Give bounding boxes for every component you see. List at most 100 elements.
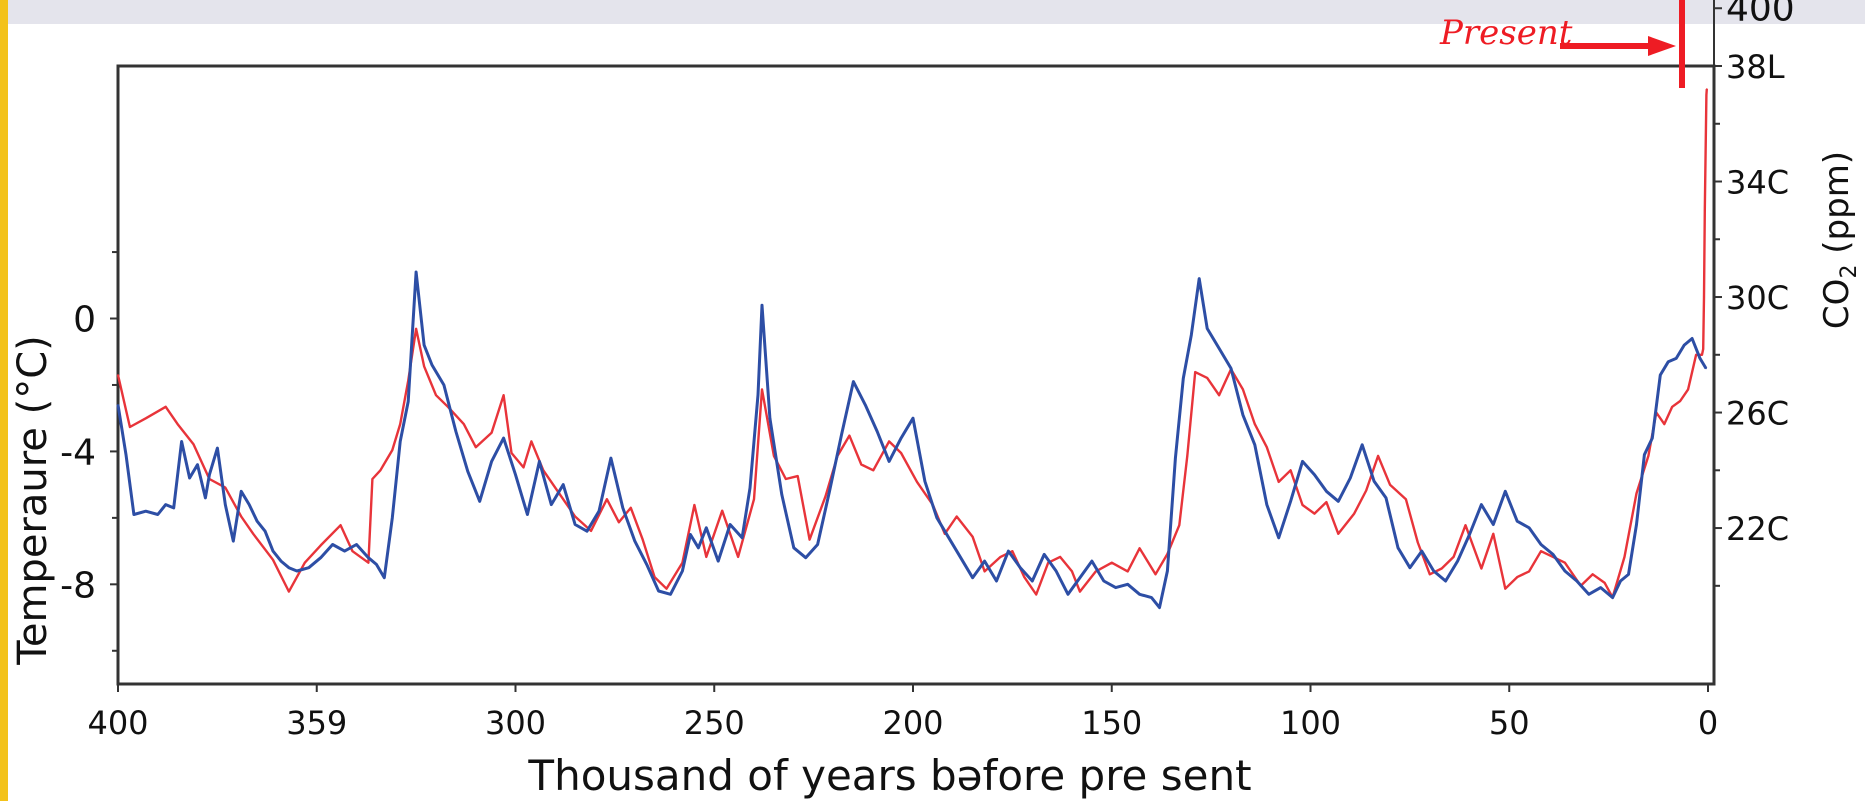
left-y-tick-label: -4 [60, 432, 96, 473]
data-point-co2 [1206, 377, 1209, 379]
data-point-co2 [530, 440, 533, 443]
data-point-temperature [319, 556, 322, 559]
x-tick-label: 50 [1489, 704, 1530, 742]
data-point-temperature [1325, 490, 1328, 493]
data-point-temperature [367, 556, 370, 559]
data-point-temperature [208, 473, 211, 476]
data-point-co2 [391, 449, 394, 451]
data-point-co2 [1079, 590, 1081, 593]
data-point-co2 [1635, 492, 1638, 495]
data-point-temperature [852, 380, 855, 383]
data-point-co2 [1389, 483, 1391, 486]
data-point-temperature [741, 536, 743, 539]
data-point-temperature [840, 433, 843, 436]
data-point-co2 [1464, 524, 1467, 527]
data-point-temperature [188, 477, 191, 479]
data-point-temperature [1361, 443, 1364, 446]
data-point-co2 [176, 423, 179, 425]
data-point-temperature [224, 503, 227, 506]
data-point-co2 [1138, 547, 1141, 550]
data-point-temperature [697, 546, 700, 549]
data-point-temperature [792, 546, 795, 549]
x-tick-label: 250 [684, 704, 745, 742]
data-point-temperature [550, 503, 553, 506]
top-band [0, 0, 1865, 24]
data-point-temperature [1166, 570, 1169, 572]
data-point-co2 [1337, 532, 1340, 535]
data-point-temperature [769, 417, 771, 420]
data-point-co2 [371, 478, 374, 480]
data-point-co2 [737, 556, 739, 558]
data-point-co2 [1416, 541, 1419, 544]
data-point-temperature [502, 437, 505, 439]
data-point-temperature [1055, 570, 1057, 572]
data-point-co2 [1623, 556, 1626, 558]
data-point-co2 [435, 394, 437, 397]
data-point-co2 [1705, 88, 1708, 90]
data-point-co2 [665, 587, 668, 590]
data-point-temperature [156, 513, 159, 516]
data-point-temperature [717, 560, 720, 562]
data-point-temperature [1373, 480, 1375, 483]
data-point-temperature [586, 530, 588, 533]
data-point-co2 [117, 374, 119, 376]
data-point-co2 [379, 469, 382, 472]
data-point-temperature [538, 460, 541, 463]
data-point-co2 [502, 394, 505, 397]
data-point-temperature [1150, 596, 1153, 599]
data-point-temperature [164, 503, 167, 506]
data-point-temperature [232, 540, 235, 542]
present-label: Present [1439, 13, 1573, 53]
data-point-temperature [1699, 357, 1701, 360]
data-point-co2 [1186, 455, 1189, 457]
data-point-co2 [1695, 353, 1697, 356]
data-point-temperature [936, 517, 938, 519]
data-point-co2 [1440, 567, 1443, 570]
data-point-temperature [705, 526, 708, 529]
data-point-temperature [1079, 576, 1081, 579]
data-point-temperature [1007, 550, 1010, 552]
data-point-co2 [1603, 582, 1606, 584]
data-point-temperature [864, 404, 867, 406]
left-y-tick-label: 0 [73, 300, 96, 341]
data-point-co2 [1591, 573, 1594, 576]
data-point-co2 [129, 426, 131, 428]
data-point-temperature [1705, 367, 1707, 370]
data-point-co2 [367, 561, 370, 564]
data-point-co2 [192, 443, 195, 446]
data-point-temperature [1504, 490, 1507, 493]
data-point-co2 [1218, 394, 1220, 397]
x-tick-label: 400 [87, 704, 148, 742]
data-point-temperature [391, 517, 394, 519]
data-point-temperature [1138, 593, 1141, 596]
data-point-temperature [1409, 566, 1411, 569]
data-point-co2 [1110, 561, 1113, 564]
data-point-temperature [1627, 573, 1630, 576]
data-point-co2 [1671, 405, 1674, 408]
data-point-temperature [1528, 526, 1530, 529]
data-point-co2 [1377, 455, 1379, 457]
data-point-temperature [248, 503, 251, 506]
x-axis-title: Thousand of years bəfore pre sent [527, 751, 1251, 800]
data-point-co2 [784, 478, 787, 480]
data-point-temperature [455, 430, 457, 433]
data-point-temperature [1635, 523, 1638, 526]
data-point-temperature [431, 364, 433, 366]
data-point-temperature [888, 460, 890, 463]
data-point-temperature [876, 430, 879, 433]
data-point-temperature [1675, 357, 1678, 360]
data-point-co2 [916, 481, 918, 483]
data-point-co2 [629, 506, 632, 509]
right-y-tick-label: 26С [1726, 395, 1789, 433]
data-point-co2 [1504, 587, 1507, 590]
data-point-temperature [1659, 374, 1662, 376]
data-point-temperature [466, 470, 469, 473]
data-point-co2 [1480, 567, 1483, 570]
data-point-temperature [1126, 583, 1129, 586]
data-point-temperature [1516, 520, 1519, 523]
data-point-temperature [490, 460, 493, 463]
data-point-co2 [808, 538, 811, 541]
data-point-co2 [983, 570, 986, 573]
data-point-temperature [407, 400, 410, 403]
data-point-temperature [264, 530, 266, 533]
